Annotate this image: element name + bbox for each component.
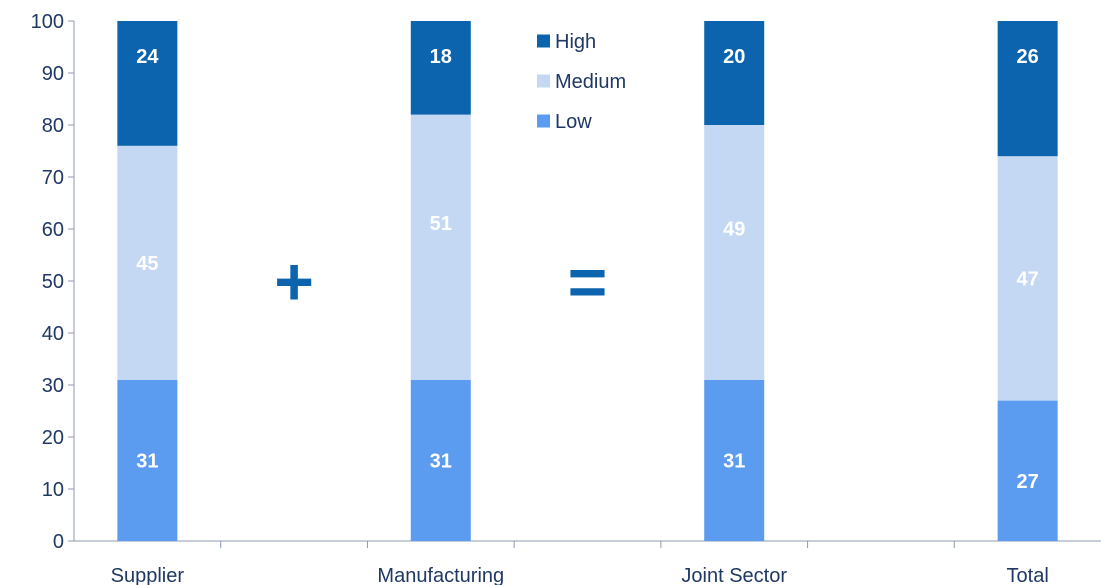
legend-swatch-high <box>537 34 550 48</box>
bar-label-manufacturing-high: 18 <box>430 46 452 68</box>
bar-joint-sector-medium <box>704 125 765 380</box>
bar-total-medium <box>997 156 1058 401</box>
y-tick-label: 50 <box>42 271 64 293</box>
axes: 0 10 20 30 40 50 60 70 80 90 100 Supplier Manufactur… <box>31 11 1101 585</box>
bar-supplier-high <box>117 21 178 146</box>
annotations: + = <box>274 244 607 320</box>
bar-label-manufacturing-low: 31 <box>430 450 452 472</box>
x-tick-label-supplier: Supplier <box>111 565 185 585</box>
y-tick-label: 0 <box>53 531 64 553</box>
x-tick-label-manufacturing: Manufacturing <box>377 565 504 585</box>
y-tick-label: 20 <box>42 427 64 449</box>
bar-label-total-low: 27 <box>1017 471 1039 493</box>
bar-supplier-medium <box>117 145 178 380</box>
x-tick-label-total: Total <box>1007 565 1049 585</box>
legend-swatch-low <box>537 114 550 128</box>
bar-label-total-medium: 47 <box>1017 268 1039 290</box>
bar-label-joint-sector-high: 20 <box>723 46 745 68</box>
x-tick-label-joint-sector: Joint Sector <box>681 565 787 585</box>
y-tick-label: 60 <box>42 219 64 241</box>
bar-supplier-low <box>117 379 178 541</box>
y-tick-label: 80 <box>42 115 64 137</box>
bar-label-total-high: 26 <box>1017 46 1039 68</box>
bar-label-joint-sector-low: 31 <box>723 450 745 472</box>
legend: High Medium Low <box>537 31 626 133</box>
bar-label-joint-sector-medium: 49 <box>723 218 745 240</box>
y-tick-label: 40 <box>42 323 64 345</box>
legend-label-high: High <box>555 31 596 53</box>
legend-label-medium: Medium <box>555 71 626 93</box>
bar-total-high <box>997 21 1058 157</box>
bar-label-supplier-medium: 45 <box>136 253 158 275</box>
plus-symbol: + <box>274 244 314 320</box>
bar-label-supplier-high: 24 <box>136 46 159 68</box>
bar-label-supplier-low: 31 <box>136 450 158 472</box>
legend-swatch-medium <box>537 74 550 88</box>
y-tick-label: 100 <box>31 11 64 33</box>
bar-manufacturing-low <box>410 379 471 541</box>
legend-label-low: Low <box>555 111 592 133</box>
bar-joint-sector-low <box>704 379 765 541</box>
bar-manufacturing-high <box>410 21 471 115</box>
bar-joint-sector-high <box>704 21 765 125</box>
y-tick-label: 70 <box>42 167 64 189</box>
equals-symbol: = <box>568 244 608 320</box>
y-tick-label: 10 <box>42 479 64 501</box>
y-tick-label: 90 <box>42 63 64 85</box>
bar-label-manufacturing-medium: 51 <box>430 213 452 235</box>
bars: 31 45 24 31 51 18 31 49 20 27 47 26 <box>117 21 1058 541</box>
bar-total-low <box>997 400 1058 541</box>
bar-manufacturing-medium <box>410 114 471 380</box>
y-tick-label: 30 <box>42 375 64 397</box>
